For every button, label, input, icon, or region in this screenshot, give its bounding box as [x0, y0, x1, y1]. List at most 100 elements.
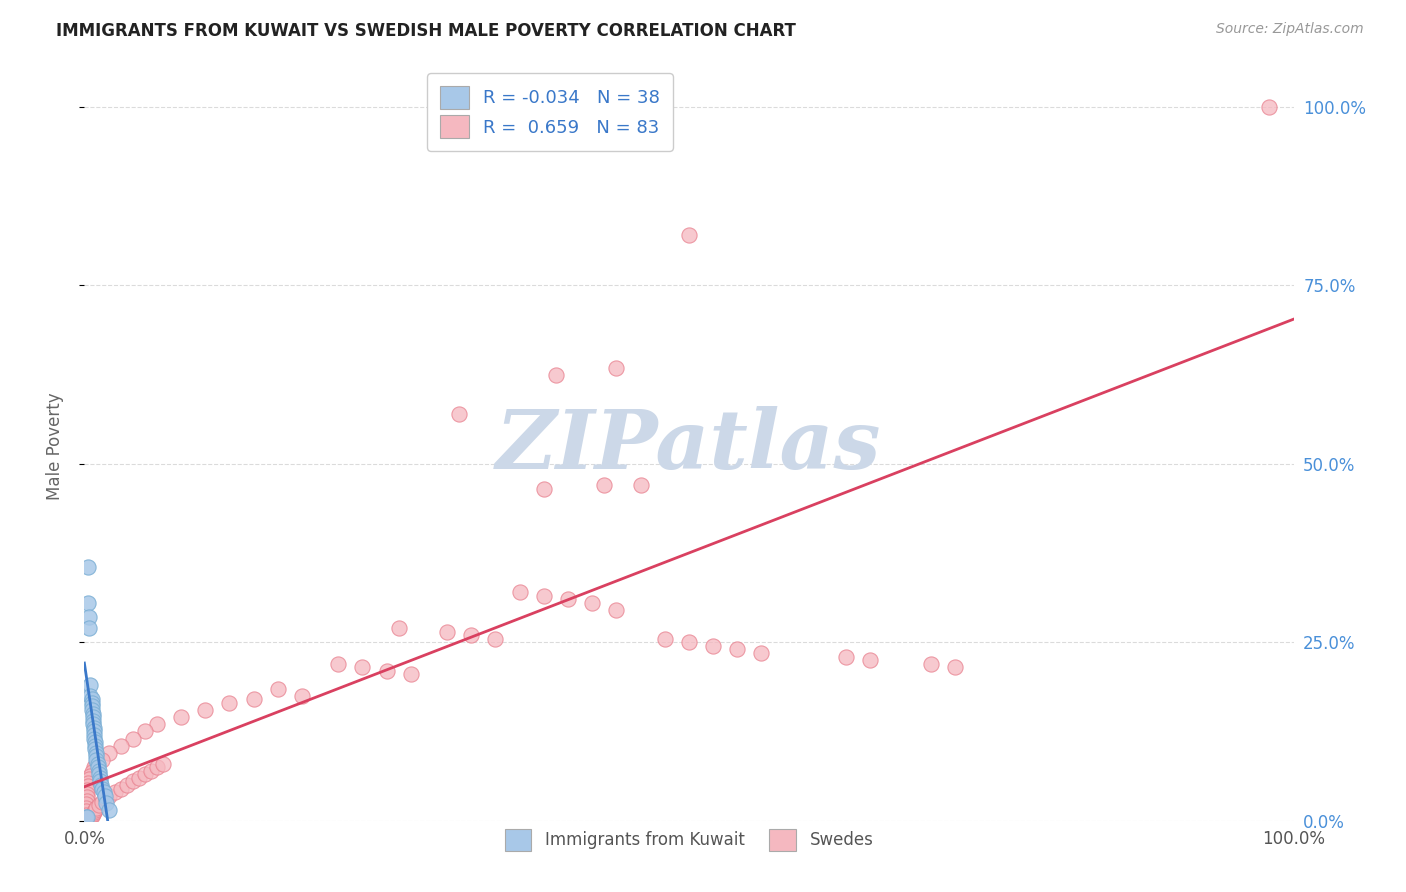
- Point: [146, 717, 169, 731]
- Point: [84, 739, 107, 753]
- Point: [77, 814, 100, 828]
- Point: [77, 772, 100, 787]
- Point: [76, 814, 98, 828]
- Point: [79, 678, 101, 692]
- Point: [593, 478, 616, 492]
- Point: [121, 774, 143, 789]
- Point: [139, 764, 162, 778]
- Point: [533, 589, 555, 603]
- Point: [110, 739, 132, 753]
- Point: [449, 407, 471, 421]
- Point: [170, 710, 193, 724]
- Point: [82, 706, 104, 721]
- Point: [94, 796, 117, 810]
- Point: [134, 724, 156, 739]
- Point: [77, 814, 100, 828]
- Point: [484, 632, 506, 646]
- Point: [76, 794, 98, 808]
- Point: [75, 814, 97, 828]
- Point: [97, 789, 120, 803]
- Y-axis label: Male Poverty: Male Poverty: [45, 392, 63, 500]
- Point: [80, 703, 103, 717]
- Point: [86, 760, 108, 774]
- Point: [702, 639, 724, 653]
- Point: [388, 621, 411, 635]
- Point: [83, 805, 105, 819]
- Point: [89, 771, 111, 785]
- Point: [352, 660, 374, 674]
- Point: [86, 749, 108, 764]
- Point: [544, 368, 567, 382]
- Point: [93, 785, 115, 799]
- Point: [87, 767, 110, 781]
- Point: [94, 789, 117, 803]
- Point: [725, 642, 748, 657]
- Point: [146, 760, 169, 774]
- Text: Source: ZipAtlas.com: Source: ZipAtlas.com: [1216, 22, 1364, 37]
- Point: [77, 621, 100, 635]
- Point: [533, 482, 555, 496]
- Point: [77, 776, 100, 790]
- Point: [79, 769, 101, 783]
- Point: [83, 724, 105, 739]
- Point: [152, 756, 174, 771]
- Point: [91, 753, 114, 767]
- Point: [77, 596, 100, 610]
- Point: [90, 778, 112, 792]
- Point: [654, 632, 676, 646]
- Point: [82, 714, 104, 728]
- Point: [75, 797, 97, 812]
- Point: [76, 790, 98, 805]
- Point: [83, 731, 105, 746]
- Point: [83, 760, 105, 774]
- Point: [509, 585, 531, 599]
- Point: [678, 228, 700, 243]
- Point: [751, 646, 773, 660]
- Point: [91, 795, 114, 809]
- Point: [80, 809, 103, 823]
- Text: IMMIGRANTS FROM KUWAIT VS SWEDISH MALE POVERTY CORRELATION CHART: IMMIGRANTS FROM KUWAIT VS SWEDISH MALE P…: [56, 22, 796, 40]
- Point: [557, 592, 579, 607]
- Point: [75, 812, 97, 826]
- Point: [91, 781, 114, 796]
- Point: [77, 560, 100, 574]
- Point: [82, 807, 104, 822]
- Point: [110, 781, 132, 796]
- Point: [77, 610, 100, 624]
- Point: [75, 808, 97, 822]
- Point: [84, 803, 107, 817]
- Point: [678, 635, 700, 649]
- Point: [76, 783, 98, 797]
- Point: [87, 797, 110, 812]
- Point: [943, 660, 966, 674]
- Point: [128, 771, 150, 785]
- Point: [75, 805, 97, 819]
- Legend: Immigrants from Kuwait, Swedes: Immigrants from Kuwait, Swedes: [498, 822, 880, 857]
- Point: [291, 689, 314, 703]
- Point: [920, 657, 942, 671]
- Point: [82, 717, 104, 731]
- Point: [86, 756, 108, 771]
- Point: [328, 657, 350, 671]
- Point: [605, 360, 627, 375]
- Point: [80, 765, 103, 780]
- Point: [375, 664, 398, 678]
- Point: [1258, 100, 1281, 114]
- Point: [242, 692, 264, 706]
- Point: [87, 764, 110, 778]
- Point: [75, 801, 97, 815]
- Point: [121, 731, 143, 746]
- Point: [89, 774, 111, 789]
- Point: [134, 767, 156, 781]
- Point: [83, 728, 105, 742]
- Point: [97, 803, 120, 817]
- Point: [605, 603, 627, 617]
- Point: [267, 681, 290, 696]
- Point: [79, 812, 101, 826]
- Point: [436, 624, 458, 639]
- Point: [76, 810, 98, 824]
- Point: [630, 478, 652, 492]
- Point: [84, 742, 107, 756]
- Point: [218, 696, 240, 710]
- Point: [859, 653, 882, 667]
